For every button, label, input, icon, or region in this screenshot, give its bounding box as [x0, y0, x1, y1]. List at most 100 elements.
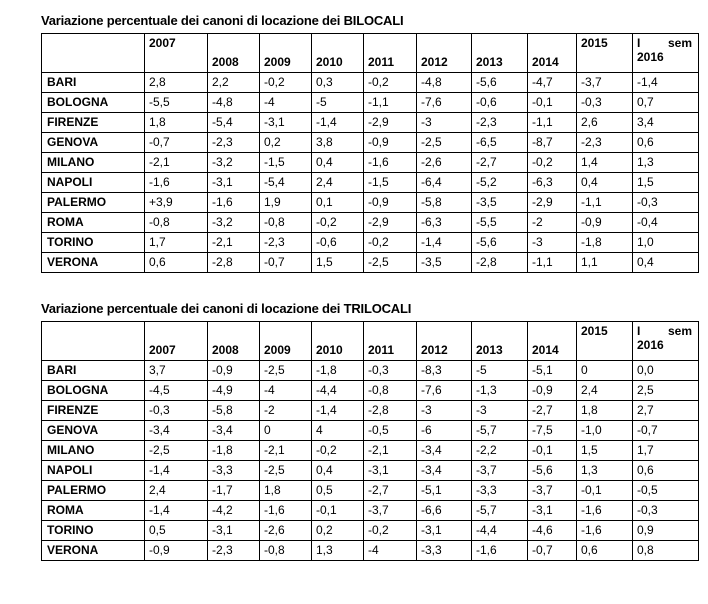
value-cell: -0,3 — [632, 500, 699, 521]
value-cell: -3,1 — [416, 520, 472, 541]
value-cell: 0,2 — [311, 520, 364, 541]
col-header-2009: 2009 — [259, 321, 312, 361]
value-cell: -5 — [311, 92, 364, 113]
value-cell: 0,6 — [576, 540, 633, 561]
value-cell: -2,3 — [207, 540, 260, 561]
value-cell: -0,9 — [363, 192, 417, 213]
value-cell: -2,6 — [259, 520, 312, 541]
value-cell: -0,4 — [632, 212, 699, 233]
value-cell: 0,7 — [632, 92, 699, 113]
value-cell: -8,7 — [527, 132, 577, 153]
row-header-palermo: PALERMO — [41, 480, 145, 501]
trilocali-section: Variazione percentuale dei canoni di loc… — [41, 301, 708, 561]
value-cell: -1,6 — [363, 152, 417, 173]
document-page: Variazione percentuale dei canoni di loc… — [41, 13, 708, 561]
col-header-2012: 2012 — [416, 33, 472, 73]
value-cell: -2 — [259, 400, 312, 421]
sem-year-label: 2016 — [637, 338, 664, 352]
col-header-2011: 2011 — [363, 321, 417, 361]
value-cell: -5 — [471, 360, 528, 381]
col-header-2015: 2015 — [576, 321, 633, 361]
value-cell: -1,1 — [527, 252, 577, 273]
value-cell: -5,5 — [144, 92, 208, 113]
value-cell: -5,5 — [471, 212, 528, 233]
value-cell: -3,4 — [416, 440, 472, 461]
value-cell: -4,2 — [207, 500, 260, 521]
value-cell: -4 — [259, 92, 312, 113]
value-cell: -4,8 — [207, 92, 260, 113]
value-cell: 0,1 — [311, 192, 364, 213]
value-cell: -2,3 — [576, 132, 633, 153]
table-row-napoli: NAPOLI -1,4 -3,3 -2,5 0,4 -3,1 -3,4 -3,7 -5,6 1,3… — [41, 460, 699, 481]
row-header-genova: GENOVA — [41, 420, 145, 441]
row-header-bologna: BOLOGNA — [41, 92, 145, 113]
value-cell: -4,4 — [311, 380, 364, 401]
value-cell: 1,3 — [311, 540, 364, 561]
row-header-roma: ROMA — [41, 500, 145, 521]
sem-label-left: I — [637, 36, 641, 50]
value-cell: 0,4 — [311, 460, 364, 481]
value-cell: -1,4 — [416, 232, 472, 253]
trilocali-title: Variazione percentuale dei canoni di loc… — [41, 301, 412, 316]
row-header-bari: BARI — [41, 360, 145, 381]
value-cell: -4,5 — [144, 380, 208, 401]
value-cell: -0,9 — [207, 360, 260, 381]
value-cell: -0,6 — [471, 92, 528, 113]
value-cell: -2,9 — [527, 192, 577, 213]
value-cell: -4 — [363, 540, 417, 561]
value-cell: -2,5 — [144, 440, 208, 461]
value-cell: -5,7 — [471, 420, 528, 441]
value-cell: -0,8 — [259, 212, 312, 233]
value-cell: -1,8 — [207, 440, 260, 461]
col-header-2013: 2013 — [471, 33, 528, 73]
value-cell: -3,2 — [207, 212, 260, 233]
col-header-2010: 2010 — [311, 33, 364, 73]
value-cell: -3,4 — [416, 460, 472, 481]
value-cell: -0,2 — [363, 520, 417, 541]
value-cell: -3,4 — [144, 420, 208, 441]
value-cell: 2,6 — [576, 112, 633, 133]
row-header-milano: MILANO — [41, 152, 145, 173]
value-cell: -0,2 — [363, 232, 417, 253]
value-cell: -3,1 — [207, 520, 260, 541]
table-row-verona: VERONA 0,6 -2,8 -0,7 1,5 -2,5 -3,5 -2,8 -1,1 1,1 0… — [41, 252, 699, 273]
value-cell: 0,3 — [311, 72, 364, 93]
row-header-roma: ROMA — [41, 212, 145, 233]
value-cell: +3,9 — [144, 192, 208, 213]
table-row-bologna: BOLOGNA -5,5 -4,8 -4 -5 -1,1 -7,6 -0,6 -0,1 -0,3 0… — [41, 92, 699, 113]
col-header-2012: 2012 — [416, 321, 472, 361]
value-cell: -1,4 — [311, 112, 364, 133]
col-header-2014: 2014 — [527, 321, 577, 361]
value-cell: -3,7 — [471, 460, 528, 481]
value-cell: -1,4 — [144, 500, 208, 521]
row-header-verona: VERONA — [41, 540, 145, 561]
value-cell: -4,8 — [416, 72, 472, 93]
value-cell: -2,5 — [363, 252, 417, 273]
value-cell: -0,3 — [363, 360, 417, 381]
value-cell: 2,4 — [576, 380, 633, 401]
value-cell: 2,4 — [311, 172, 364, 193]
value-cell: 1,0 — [632, 232, 699, 253]
table-row-palermo: PALERMO +3,9 -1,6 1,9 0,1 -0,9 -5,8 -3,5 -2,9 -1,… — [41, 192, 699, 213]
value-cell: 0,0 — [632, 360, 699, 381]
value-cell: -3,7 — [527, 480, 577, 501]
value-cell: -0,3 — [632, 192, 699, 213]
value-cell: -2,1 — [259, 440, 312, 461]
table-row-verona: VERONA -0,9 -2,3 -0,8 1,3 -4 -3,3 -1,6 -0,7 0,6 0,… — [41, 540, 699, 561]
value-cell: 2,5 — [632, 380, 699, 401]
value-cell: -1,0 — [576, 420, 633, 441]
value-cell: -1,4 — [632, 72, 699, 93]
value-cell: -1,6 — [576, 520, 633, 541]
sem-label-right: sem — [667, 324, 692, 338]
value-cell: 1,1 — [576, 252, 633, 273]
bilocali-title: Variazione percentuale dei canoni di loc… — [41, 13, 404, 28]
row-header-genova: GENOVA — [41, 132, 145, 153]
value-cell: 0 — [259, 420, 312, 441]
value-cell: -1,8 — [311, 360, 364, 381]
value-cell: -4,9 — [207, 380, 260, 401]
value-cell: -2,7 — [471, 152, 528, 173]
value-cell: 1,7 — [144, 232, 208, 253]
value-cell: 3,8 — [311, 132, 364, 153]
value-cell: -5,1 — [416, 480, 472, 501]
